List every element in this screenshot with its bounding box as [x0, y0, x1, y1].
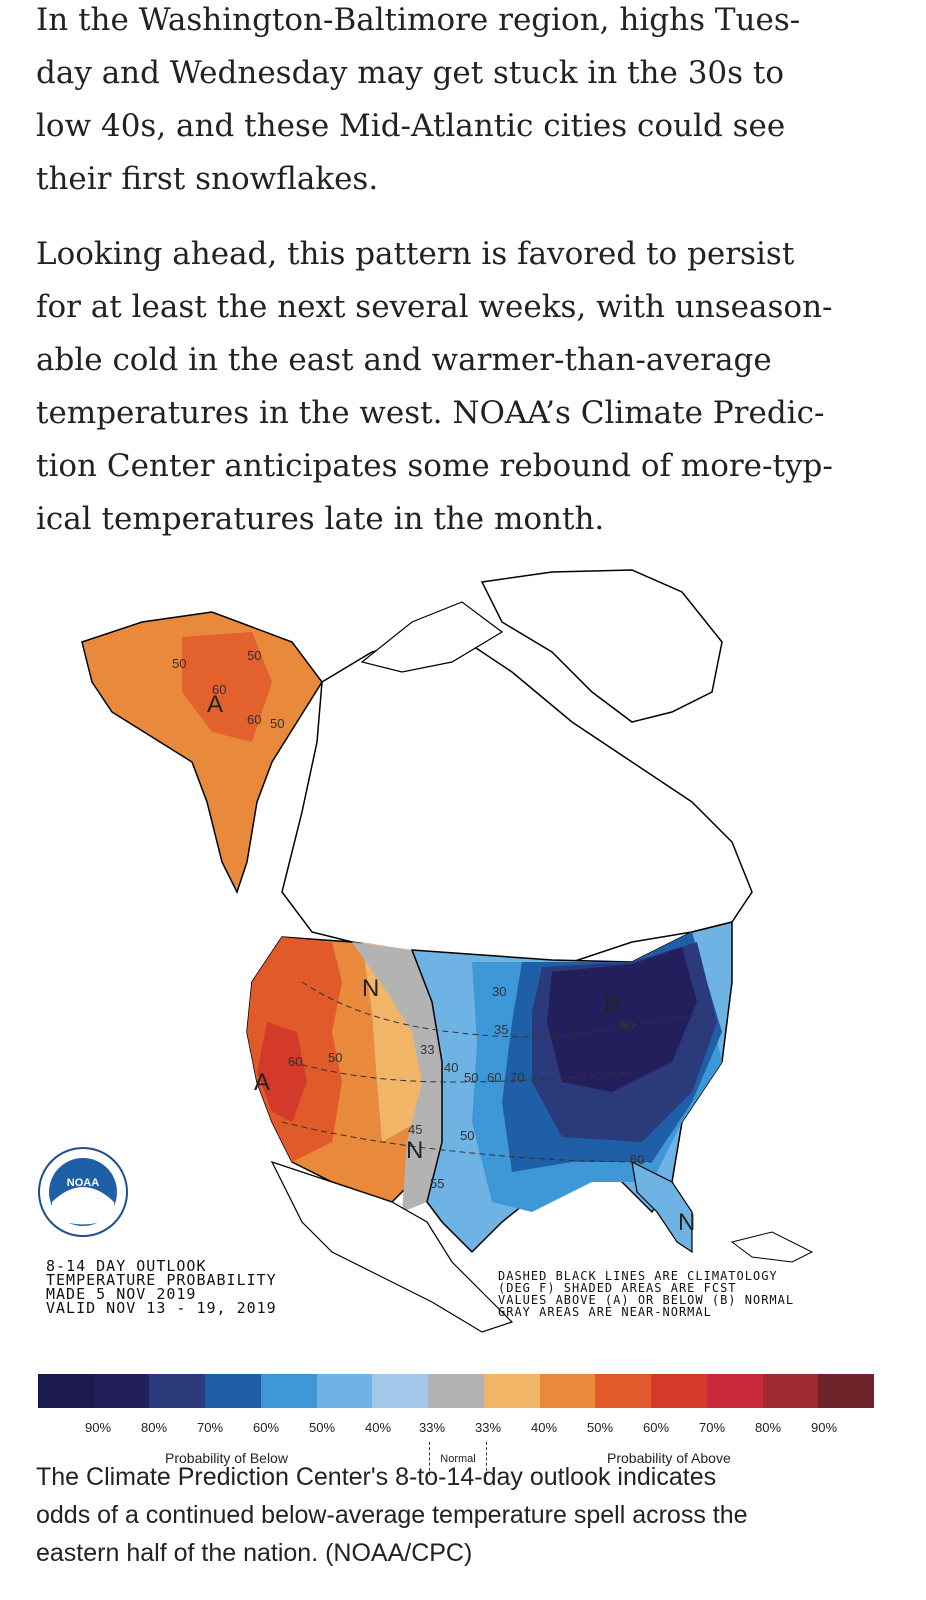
contour-label: 70 [510, 1070, 524, 1085]
article-paragraph-2: Looking ahead, this pattern is favored t… [36, 228, 896, 546]
legend-note-line: VALUES ABOVE (A) OR BELOW (B) NORMAL [498, 1293, 795, 1307]
contour-label: 35 [494, 1022, 508, 1037]
outlook-info-block: 8-14 DAY OUTLOOK TEMPERATURE PROBABILITY… [46, 1257, 277, 1317]
cold-deepest-area [547, 947, 697, 1092]
arctic-islands [360, 601, 504, 673]
colorbar-swatch [260, 1374, 317, 1408]
greenland-outline [480, 569, 723, 723]
contour-label: 33 [420, 1042, 434, 1057]
near-normal-area [352, 942, 442, 1212]
percent-label: 80% [140, 1420, 168, 1435]
percent-label: 70% [698, 1420, 726, 1435]
percent-label: 33% [418, 1420, 446, 1435]
legend-note-line: GRAY AREAS ARE NEAR-NORMAL [498, 1305, 712, 1319]
percent-label: 33% [474, 1420, 502, 1435]
noaa-logo: NOAA [38, 1147, 128, 1237]
contour-label: 50 [270, 716, 284, 731]
caption-line: odds of a continued below-average temper… [36, 1501, 748, 1529]
contour-label: 50 [460, 1128, 474, 1143]
near-normal-letter: N [362, 975, 379, 1002]
paragraph-line: their first snowflakes. [36, 161, 379, 197]
article-paragraph-1: In the Washington-Baltimore region, high… [36, 0, 896, 206]
paragraph-line: tion Center anticipates some rebound of … [36, 448, 833, 484]
near-normal-letter: N [406, 1137, 423, 1164]
west-warmest-area [257, 1022, 307, 1122]
above-caption: Probability of Above [607, 1450, 731, 1466]
legend-note-block: DASHED BLACK LINES ARE CLIMATOLOGY (DEG … [498, 1270, 794, 1318]
contour-label: 30 [492, 984, 506, 999]
alaska-inner-shade [182, 632, 272, 742]
legend-note-line: DASHED BLACK LINES ARE CLIMATOLOGY [498, 1269, 778, 1283]
colorbar-swatch [149, 1374, 206, 1408]
outlook-line: TEMPERATURE PROBABILITY [46, 1271, 277, 1289]
climatology-contours [281, 981, 713, 1163]
mexico-outline [270, 1160, 514, 1333]
colorbar-swatch [93, 1374, 150, 1408]
contour-label: 60 [630, 1152, 644, 1167]
paragraph-line: In the Washington-Baltimore region, high… [36, 2, 801, 38]
colorbar-swatch [706, 1374, 763, 1408]
colorbar-swatch [762, 1374, 819, 1408]
caption-line: eastern half of the nation. (NOAA/CPC) [36, 1539, 473, 1567]
outlook-line: VALID NOV 13 - 19, 2019 [46, 1299, 277, 1317]
outlook-line: 8-14 DAY OUTLOOK [46, 1257, 207, 1275]
legend-note-line: (DEG F) SHADED AREAS ARE FCST [498, 1281, 737, 1295]
contour-label: 40 [444, 1060, 458, 1075]
outlook-map-figure: 50 50 60 60 50 60 50 30 35 33 40 50 60 7… [32, 562, 894, 1476]
percent-label: 70% [196, 1420, 224, 1435]
contour-label: 50 [328, 1050, 342, 1065]
paragraph-line: low 40s, and these Mid-Atlantic cities c… [36, 108, 786, 144]
below-caption: Probability of Below [165, 1450, 288, 1466]
colorbar-swatch [372, 1374, 429, 1408]
contour-label: 60 [288, 1054, 302, 1069]
paragraph-line: day and Wednesday may get stuck in the 3… [36, 55, 785, 91]
near-normal-letter: N [678, 1209, 695, 1236]
contour-label: 60 [487, 1070, 501, 1085]
percent-label: 60% [642, 1420, 670, 1435]
colorbar-swatch [428, 1374, 484, 1408]
percent-label: 90% [84, 1420, 112, 1435]
caption-line: The Climate Prediction Center's 8-to-14-… [36, 1463, 717, 1491]
contour-label: 45 [408, 1122, 422, 1137]
figure-caption: The Climate Prediction Center's 8-to-14-… [36, 1458, 896, 1572]
north-america-map: 50 50 60 60 50 60 50 30 35 33 40 50 60 7… [38, 569, 814, 1333]
contour-label: 60 [247, 712, 261, 727]
above-normal-letter: A [207, 691, 223, 718]
paragraph-line: Looking ahead, this pattern is favored t… [36, 236, 795, 272]
contour-label: 80 [620, 1018, 634, 1033]
percent-label: 50% [586, 1420, 614, 1435]
contour-label: 50 [464, 1070, 478, 1085]
percent-label: 80% [754, 1420, 782, 1435]
paragraph-line: ical temperatures late in the month. [36, 501, 605, 537]
percent-label: 40% [364, 1420, 392, 1435]
below-normal-letter: B [604, 991, 620, 1018]
colorbar-swatch [818, 1374, 875, 1408]
colorbar-swatch [483, 1374, 540, 1408]
colorbar-swatch [539, 1374, 596, 1408]
contour-label: 60 [212, 682, 226, 697]
contour-label: 50 [247, 648, 261, 663]
colorbar-swatch [316, 1374, 373, 1408]
percent-label: 90% [810, 1420, 838, 1435]
above-normal-letter: A [254, 1069, 270, 1096]
contour-label: 50 [172, 656, 186, 671]
normal-caption: Normal [429, 1442, 487, 1476]
noaa-logo-text: NOAA [67, 1177, 99, 1189]
paragraph-line: temperatures in the west. NOAA’s Climate… [36, 395, 825, 431]
percent-label: 40% [530, 1420, 558, 1435]
colorbar-swatch [595, 1374, 652, 1408]
outlook-line: MADE 5 NOV 2019 [46, 1285, 197, 1303]
paragraph-line: for at least the next several weeks, wit… [36, 289, 833, 325]
contour-label: 55 [430, 1176, 444, 1191]
florida-region [631, 1160, 693, 1254]
percent-label: 60% [252, 1420, 280, 1435]
caribbean-islands [730, 1231, 814, 1263]
colorbar-swatch [205, 1374, 261, 1408]
probability-colorbar [38, 1374, 875, 1408]
percent-label: 50% [308, 1420, 336, 1435]
colorbar-swatch [38, 1374, 94, 1408]
paragraph-line: able cold in the east and warmer-than-av… [36, 342, 772, 378]
colorbar-swatch [651, 1374, 707, 1408]
